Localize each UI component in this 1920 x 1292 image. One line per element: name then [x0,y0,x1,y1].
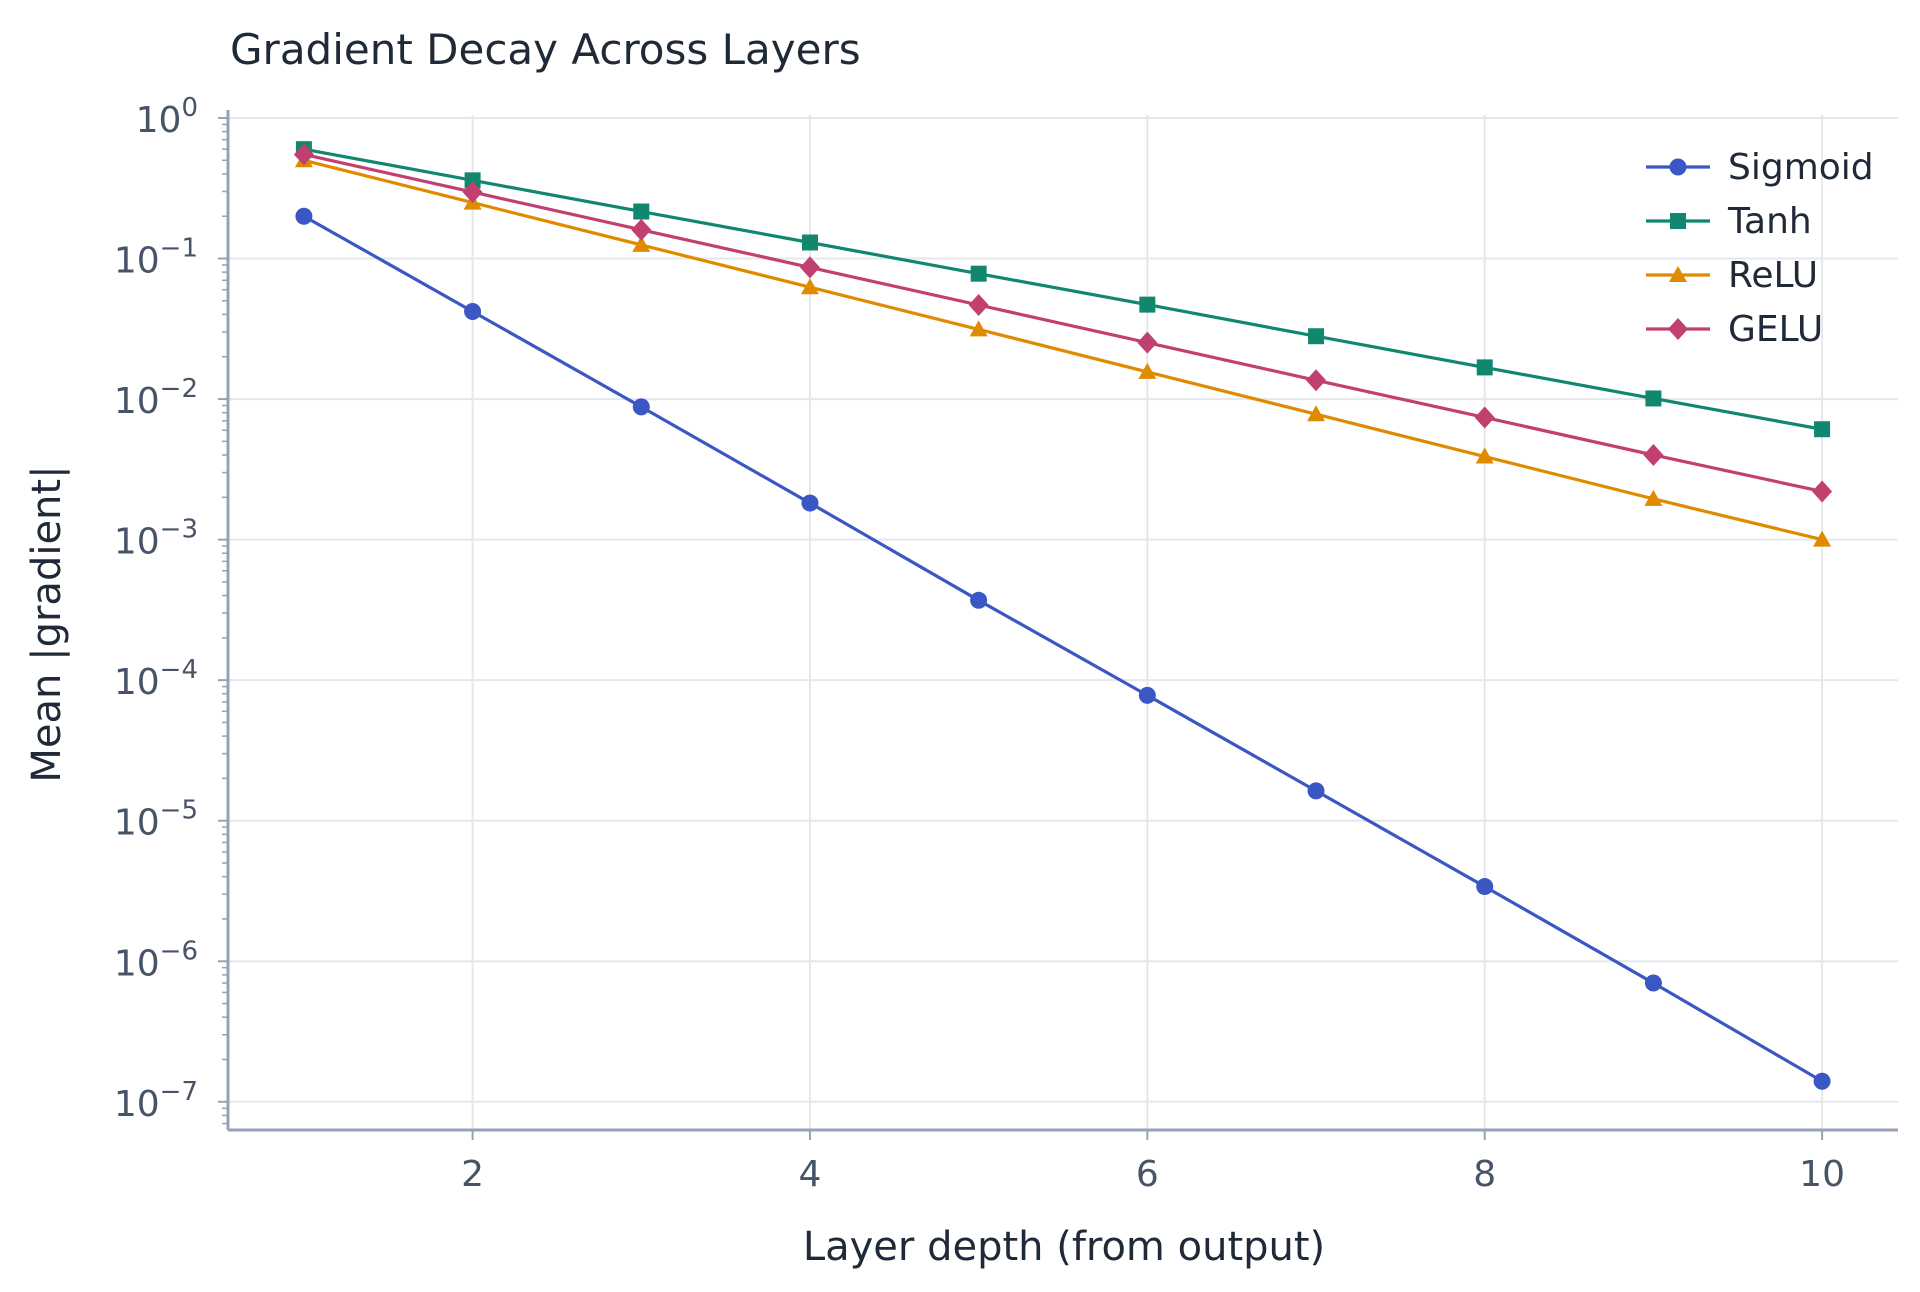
data-point-tanh [970,265,987,282]
y-tick-label: 100 [136,93,198,141]
data-point-gelu [1643,443,1664,466]
series-layer [293,141,1833,1090]
data-point-gelu [1137,331,1158,354]
legend-item-tanh: Tanh [1646,201,1812,242]
legend-label-gelu: GELU [1728,309,1823,350]
legend-item-sigmoid: Sigmoid [1646,147,1874,188]
data-point-sigmoid [1138,686,1156,704]
y-tick-label: 10−3 [114,515,198,563]
legend-marker-gelu [1668,318,1688,340]
data-point-relu [969,320,988,337]
data-point-relu [1644,489,1663,506]
data-point-gelu [631,218,652,241]
data-point-sigmoid [632,398,650,416]
data-point-sigmoid [464,302,482,320]
legend-label-sigmoid: Sigmoid [1728,147,1874,188]
data-point-gelu [1812,480,1833,503]
data-point-relu [1475,447,1494,464]
data-point-gelu [968,293,989,316]
series-line-gelu [303,152,1823,494]
legend-marker-relu [1669,266,1687,282]
series-gelu [293,143,1833,503]
legend-item-gelu: GELU [1646,309,1823,350]
data-point-tanh [1308,328,1325,345]
data-point-relu [800,278,819,295]
data-point-sigmoid [1307,782,1325,800]
y-axis-title: Mean |gradient| [24,465,70,782]
data-point-tanh [633,203,650,220]
series-tanh [295,141,1831,438]
data-point-gelu [462,181,483,204]
x-tick-label: 6 [1136,1154,1159,1195]
data-point-sigmoid [295,207,313,225]
y-tick-label: 10−6 [114,936,198,984]
data-point-sigmoid [1813,1072,1831,1090]
data-point-relu [1813,530,1832,547]
data-point-tanh [1645,390,1662,407]
series-line-relu [303,158,1823,542]
x-tick-label: 4 [799,1154,822,1195]
x-tick-label: 10 [1799,1154,1845,1195]
x-tick-label: 8 [1473,1154,1496,1195]
legend-marker-sigmoid [1669,158,1687,176]
y-tick-label: 10−5 [114,796,198,844]
axes-layer: 2 4 6 8 10 100 10−1 10−2 10−3 10−4 10−5 10−6 10−7 [114,93,1898,1195]
data-point-gelu [1474,406,1495,429]
series-sigmoid [295,207,1831,1090]
data-point-gelu [293,143,314,166]
data-point-tanh [801,234,818,251]
data-point-sigmoid [1476,878,1494,896]
series-line-sigmoid [303,214,1823,1083]
data-point-sigmoid [1644,974,1662,992]
data-point-relu [632,235,651,252]
data-point-relu [1138,362,1157,379]
chart-title: Gradient Decay Across Layers [230,25,861,74]
data-point-sigmoid [801,494,819,512]
data-point-tanh [1139,296,1156,313]
data-point-tanh [1814,421,1831,438]
y-tick-label: 10−7 [114,1077,198,1125]
data-point-tanh [1476,359,1493,376]
y-tick-label: 10−2 [114,374,198,422]
data-point-relu [1307,405,1326,422]
y-tick-label: 10−1 [114,234,198,282]
legend-item-relu: ReLU [1646,255,1818,296]
legend-label-tanh: Tanh [1727,201,1812,242]
legend: Sigmoid Tanh ReLU GELU [1646,147,1874,350]
grid-layer [228,115,1898,1130]
data-point-tanh [464,172,481,189]
data-point-sigmoid [970,591,988,609]
legend-label-relu: ReLU [1728,255,1818,296]
data-point-gelu [1306,369,1327,392]
legend-marker-tanh [1670,213,1686,229]
y-tick-label: 10−4 [114,655,198,703]
x-axis-title: Layer depth (from output) [803,1224,1325,1270]
data-point-gelu [799,256,820,279]
x-tick-label: 2 [461,1154,484,1195]
series-line-tanh [303,147,1823,431]
series-relu [294,151,1832,547]
